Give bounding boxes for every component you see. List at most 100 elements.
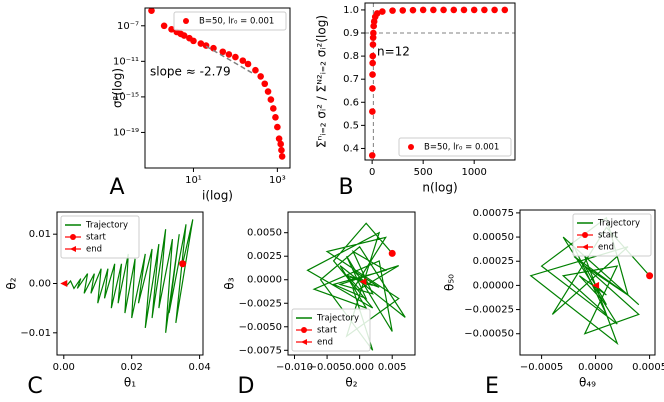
- data-point: [239, 57, 247, 64]
- legend-label: Trajectory: [316, 314, 359, 324]
- y-axis-label: θ₅₀: [443, 274, 457, 291]
- y-tick-label: 0.00025: [473, 256, 514, 267]
- legend-swatch: [301, 327, 307, 333]
- data-point: [370, 29, 377, 37]
- data-point: [369, 108, 376, 115]
- legend-swatch: [183, 18, 189, 24]
- y-tick-label: −0.0050: [239, 322, 282, 333]
- y-tick-label: 0.0000: [247, 275, 282, 286]
- legend: Trajectory start end: [291, 308, 371, 352]
- x-tick-label: 0.04: [188, 362, 210, 373]
- panel: 0 500 1000 0.4 0.5 0.6 0.7 0.8 0.9 1.0 n(log) Σⁿᵢ₌₂…: [315, 2, 516, 200]
- axes-frame: [519, 209, 656, 356]
- x-axis-label: n(log): [422, 181, 457, 195]
- legend-swatch: [70, 234, 76, 240]
- legend-label: Trajectory: [85, 221, 128, 231]
- data-point: [180, 32, 188, 39]
- x-tick-label: 0.005: [378, 362, 407, 373]
- legend-swatch: [70, 246, 76, 252]
- y-tick-label: 0.7: [343, 74, 359, 85]
- y-tick-label: 0.8: [343, 51, 359, 62]
- data-point: [274, 123, 281, 131]
- panel-label: B: [338, 175, 353, 200]
- x-axis-label: θ₁: [124, 376, 136, 390]
- data-point: [388, 249, 396, 257]
- legend-label: start: [317, 326, 337, 336]
- panel-label: D: [238, 374, 255, 399]
- axes-frame: [56, 211, 204, 356]
- y-tick-label: −0.00025: [464, 305, 514, 316]
- y-tick-label: −0.0025: [239, 298, 282, 309]
- trajectory-line: [529, 216, 651, 346]
- y-tick-label: −0.0075: [239, 345, 282, 356]
- data-point: [501, 6, 509, 14]
- legend-box: [291, 308, 371, 352]
- data-point: [440, 6, 447, 14]
- plot-area: [365, 3, 515, 160]
- x-axis-label: θ₂: [345, 376, 357, 390]
- data-point: [225, 51, 233, 58]
- data-point: [369, 85, 376, 92]
- data-point: [210, 44, 217, 52]
- panel-label: C: [27, 374, 42, 399]
- fit-line: [205, 45, 253, 74]
- x-tick-label: 0: [369, 167, 375, 178]
- x-tick-label: 10¹: [185, 175, 202, 186]
- data-point: [168, 26, 175, 33]
- data-point: [264, 88, 272, 95]
- data-point: [160, 22, 168, 30]
- plot-area: [529, 216, 654, 346]
- legend-swatch: [582, 232, 588, 238]
- legend: Trajectory start end: [60, 215, 140, 259]
- y-tick-label: 0.01: [29, 229, 51, 240]
- axes-frame: [144, 7, 291, 169]
- data-point: [470, 6, 478, 14]
- legend-label: end: [317, 338, 333, 348]
- data-point: [369, 59, 376, 67]
- y-axis-label: θ₂: [5, 277, 19, 289]
- data-point: [491, 6, 498, 14]
- legend-label: B=50, lr₀ = 0.001: [199, 17, 274, 27]
- data-point: [190, 37, 197, 45]
- data-point: [148, 8, 155, 14]
- annotation: slope ≈ -2.79: [150, 65, 231, 79]
- y-tick-label: 0.00075: [473, 208, 514, 219]
- x-tick-label: 0.02: [121, 362, 143, 373]
- panel: 10¹ 10³ 10⁻⁷ 10⁻¹¹ 10⁻¹⁵ 10⁻¹⁹ i(log) σ²(log) As…: [109, 7, 291, 203]
- panel: −0.0005 0.0000 0.0005 −0.00050 −0.00025 0.000…: [443, 208, 664, 399]
- x-tick-label: 1000: [461, 167, 486, 178]
- data-point: [450, 6, 458, 14]
- y-tick-label: 0.0025: [247, 251, 282, 262]
- data-point: [369, 34, 377, 41]
- legend-swatch: [301, 339, 307, 345]
- legend-box: [398, 137, 512, 157]
- data-point: [399, 7, 407, 14]
- y-tick-label: −0.00050: [464, 329, 514, 340]
- data-point: [244, 60, 252, 68]
- y-tick-label: 10⁻⁷: [117, 21, 139, 32]
- plot-area: [60, 219, 194, 333]
- legend-box: [60, 215, 140, 259]
- y-tick-label: 0.9: [343, 28, 359, 39]
- y-tick-label: 0.00000: [473, 280, 514, 291]
- legend-box: [173, 11, 287, 31]
- data-point: [275, 135, 283, 142]
- plot-area: [148, 8, 286, 160]
- data-point: [409, 6, 417, 14]
- legend-label: B=50, lr₀ = 0.001: [424, 143, 499, 153]
- data-point: [179, 260, 187, 268]
- legend-label: end: [86, 245, 102, 255]
- data-point: [60, 280, 68, 287]
- panel: 0.00 0.02 0.04 −0.01 0.00 0.01 θ₁ θ₂ C Trajectory…: [5, 211, 211, 399]
- data-point: [373, 10, 381, 17]
- panel: −0.010−0.005 0.000 0.005 −0.0075 −0.0050 −0.0…: [223, 211, 416, 399]
- data-point: [592, 281, 600, 289]
- y-tick-label: 0.6: [343, 97, 359, 108]
- y-tick-label: 0.00: [29, 279, 51, 290]
- data-point: [232, 53, 239, 61]
- x-tick-label: −0.0005: [520, 362, 563, 373]
- data-point: [369, 71, 376, 78]
- data-point: [278, 146, 285, 154]
- y-tick-label: 0.0050: [247, 228, 282, 239]
